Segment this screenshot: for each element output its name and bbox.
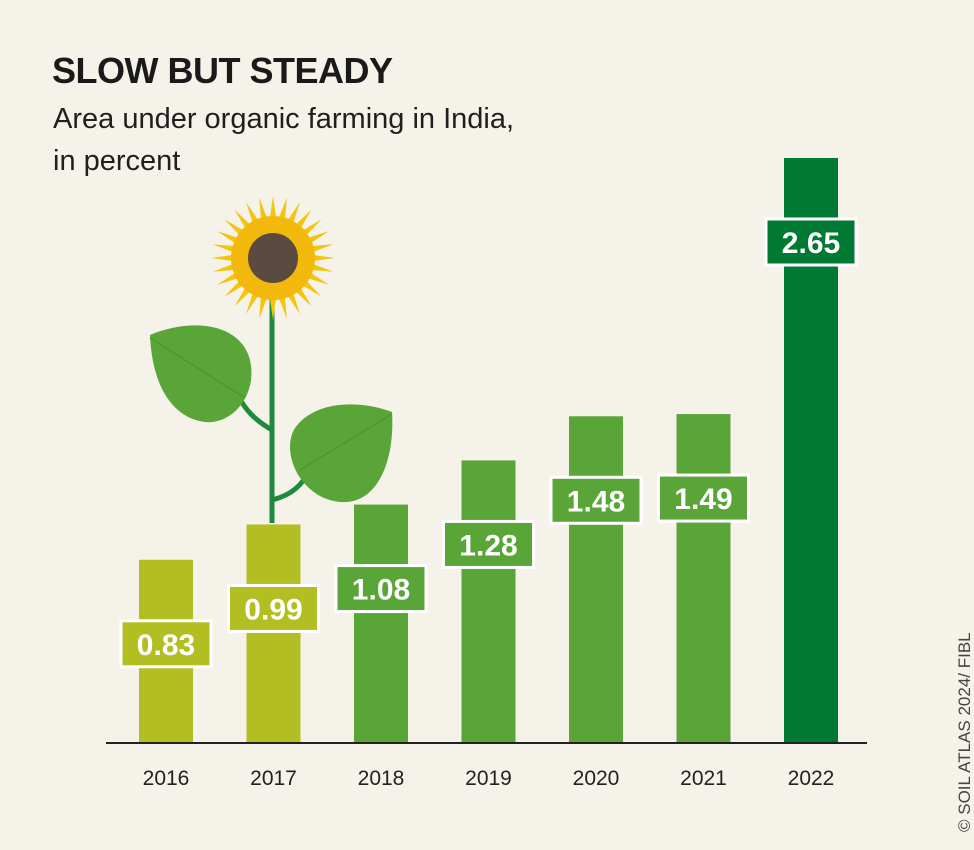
x-tick-label-2019: 2019 [465, 767, 512, 790]
x-tick-label-2021: 2021 [680, 767, 727, 790]
source-credit: © SOIL ATLAS 2024/ FIBL [955, 632, 974, 832]
right-leaf [290, 404, 393, 503]
value-label-2021: 1.49 [657, 473, 750, 523]
value-label-text: 1.08 [352, 574, 410, 607]
subtitle-line-2: in percent [53, 145, 181, 177]
sunflower-petal [212, 263, 237, 272]
value-label-2016: 0.83 [119, 619, 213, 669]
value-label-2017: 0.99 [227, 583, 320, 633]
sunflower-petal [310, 254, 335, 262]
value-label-text: 1.28 [459, 529, 517, 562]
right-leaf-vein [299, 413, 393, 471]
value-label-box [764, 217, 858, 267]
x-tick-label-2016: 2016 [143, 767, 190, 790]
value-label-2020: 1.48 [549, 475, 643, 525]
left-leaf-vein [149, 337, 246, 399]
sunflower-petal [269, 196, 277, 221]
value-label-2022: 2.65 [764, 217, 858, 267]
value-label-text: 0.83 [137, 629, 195, 662]
sunflower-petal [278, 294, 287, 319]
sunflower-petal [309, 263, 334, 272]
sunflower-petal [278, 197, 287, 222]
x-tick-label-2017: 2017 [250, 767, 297, 790]
bar-2020 [569, 416, 623, 743]
sunflower-petal [259, 197, 268, 222]
sunflower-petal [259, 294, 268, 319]
chart-title: SLOW BUT STEADY [52, 50, 393, 91]
left-leaf [150, 325, 252, 423]
sunflower-petal [212, 244, 237, 253]
sunflower-petal [309, 244, 334, 253]
value-label-2019: 1.28 [442, 519, 535, 569]
x-tick-label-2018: 2018 [358, 767, 405, 790]
chart-subtitle: Area under organic farming in India, in … [53, 98, 573, 182]
value-label-text: 2.65 [782, 227, 840, 260]
value-label-box [657, 473, 750, 523]
sunflower-illustration [149, 196, 393, 523]
sunflower-petal [211, 254, 236, 262]
x-tick-label-2020: 2020 [573, 767, 620, 790]
bar-2018 [354, 504, 408, 743]
value-labels: 0.83 0.99 1.08 1.28 1.48 1.49 2.65 [119, 217, 858, 669]
bar-2021 [676, 414, 731, 743]
value-label-box [549, 475, 643, 525]
value-label-box [119, 619, 213, 669]
value-label-text: 0.99 [244, 593, 302, 626]
bar-2017 [246, 524, 301, 743]
bar-2019 [461, 460, 516, 743]
value-label-box [442, 519, 535, 569]
value-label-box [334, 564, 428, 614]
x-tick-labels: 2016 2017 2018 2019 2020 2021 2022 [143, 767, 835, 790]
value-label-text: 1.49 [674, 483, 732, 516]
value-label-2018: 1.08 [334, 564, 428, 614]
sunflower-center [248, 233, 298, 283]
sunflower-petal [269, 295, 277, 320]
subtitle-line-1: Area under organic farming in India, [53, 103, 515, 135]
value-label-box [227, 583, 320, 633]
value-label-text: 1.48 [567, 485, 625, 518]
x-tick-label-2022: 2022 [788, 767, 835, 790]
